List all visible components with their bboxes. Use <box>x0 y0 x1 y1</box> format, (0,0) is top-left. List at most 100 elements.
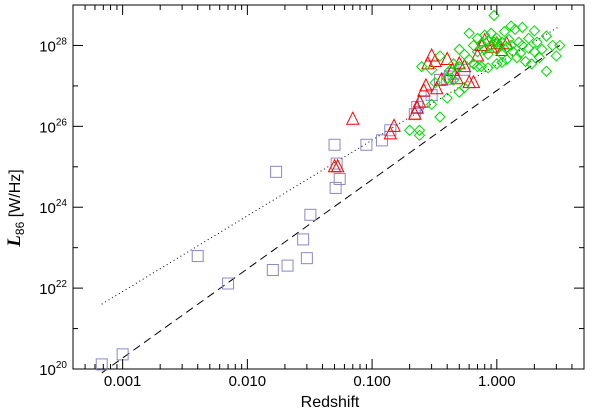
diamond-point <box>491 58 503 70</box>
diamond-point <box>447 58 460 70</box>
diamond-point <box>509 23 521 36</box>
diamond-point <box>546 39 559 52</box>
diamond-point <box>485 39 497 52</box>
plot-frame <box>72 4 585 370</box>
y-axis-unit: [W/Hz] <box>7 169 24 221</box>
diamond-point <box>554 39 566 52</box>
triangle-point <box>345 111 360 125</box>
diamond-point <box>425 98 438 111</box>
diamond-point <box>522 42 535 55</box>
y-tick-label: 1024 <box>39 198 67 217</box>
x-tick-label: 0.001 <box>104 373 142 390</box>
diamond-point <box>485 27 497 39</box>
diamond-point <box>536 43 548 56</box>
x-tick-label: 0.100 <box>353 373 391 390</box>
diamond-point <box>531 36 543 48</box>
triangle-point <box>434 71 449 86</box>
x-tick-label: 0.010 <box>229 373 267 390</box>
diamond-point <box>413 129 426 142</box>
triangle-point <box>466 74 481 89</box>
diamond-point <box>511 51 523 64</box>
diamond-point <box>441 92 453 104</box>
triangle-point <box>419 77 433 92</box>
diamond-point <box>434 50 446 62</box>
diamond-point <box>482 62 494 74</box>
square-point <box>116 348 129 361</box>
diamond-point <box>475 60 487 73</box>
x-tick-label: 1.000 <box>478 373 516 390</box>
triangle-point <box>383 125 398 140</box>
triangle-point <box>450 70 464 85</box>
axis-ticks <box>72 4 585 370</box>
triangle-point <box>387 118 401 132</box>
triangle-point <box>457 58 472 73</box>
diamond-point <box>453 43 465 56</box>
diamond-point <box>434 111 446 123</box>
y-axis-title: L86 [W/Hz] <box>4 169 27 247</box>
diamond-point <box>540 30 553 42</box>
diamond-point <box>447 74 460 86</box>
square-point <box>191 250 204 263</box>
diamond-point <box>463 27 475 39</box>
diamond-point <box>482 48 494 61</box>
triangle-point <box>462 74 476 89</box>
square-point <box>222 277 235 290</box>
square-point <box>300 252 313 265</box>
y-tick-label: 1028 <box>39 36 67 55</box>
x-axis-title: Redshift <box>301 394 360 411</box>
diamond-point <box>413 124 426 136</box>
diamond-point <box>429 76 441 89</box>
data-points <box>95 9 566 371</box>
square-point <box>330 157 343 170</box>
square-point <box>297 233 310 246</box>
triangle-point <box>429 80 444 95</box>
y-tick-label: 1020 <box>39 360 67 379</box>
triangle-point <box>428 53 442 68</box>
diamond-point <box>453 86 465 98</box>
triangle-point <box>412 93 427 108</box>
triangle-point <box>440 51 454 65</box>
square-point <box>329 181 342 194</box>
y-tick-label: 1026 <box>39 117 67 136</box>
square-point <box>375 134 388 147</box>
square-point <box>304 208 317 221</box>
y-axis-symbol: L <box>4 235 25 248</box>
square-point <box>281 259 294 272</box>
diamond-point <box>441 73 453 85</box>
diamond-point <box>525 58 538 70</box>
diamond-point <box>550 50 563 62</box>
diamond-point <box>503 33 515 46</box>
y-axis-subscript: 86 <box>13 221 27 235</box>
diamond-point <box>458 82 471 94</box>
dashed-fit-line <box>101 45 561 374</box>
diamond-point <box>533 51 546 64</box>
diamond-point <box>493 39 506 52</box>
square-point <box>360 138 373 151</box>
diamond-point <box>516 21 528 34</box>
fit-lines <box>101 25 561 374</box>
square-point <box>384 124 397 137</box>
square-point <box>270 165 283 178</box>
diamond-point <box>516 39 528 52</box>
diamond-point <box>519 55 532 68</box>
y-tick-label: 1022 <box>39 279 67 298</box>
diamond-point <box>514 47 527 59</box>
diamond-point <box>416 60 428 73</box>
diamond-point <box>458 48 471 61</box>
diamond-point <box>505 39 517 52</box>
diamond-point <box>496 56 508 69</box>
tick-labels: 0.001 0.010 0.100 1.000 1020 1022 1024 1026 1028 <box>39 36 515 390</box>
diamond-point <box>488 9 500 22</box>
diamond-point <box>471 60 484 73</box>
diamond-point <box>403 124 416 136</box>
diamond-point <box>482 35 494 47</box>
diamond-point <box>453 60 465 73</box>
square-point <box>95 358 108 371</box>
diamond-point <box>540 65 553 77</box>
diamond-point <box>500 53 513 66</box>
square-point <box>328 138 341 151</box>
diamond-point <box>479 29 491 41</box>
diamond-point <box>498 25 511 38</box>
diamond-point <box>425 64 438 76</box>
